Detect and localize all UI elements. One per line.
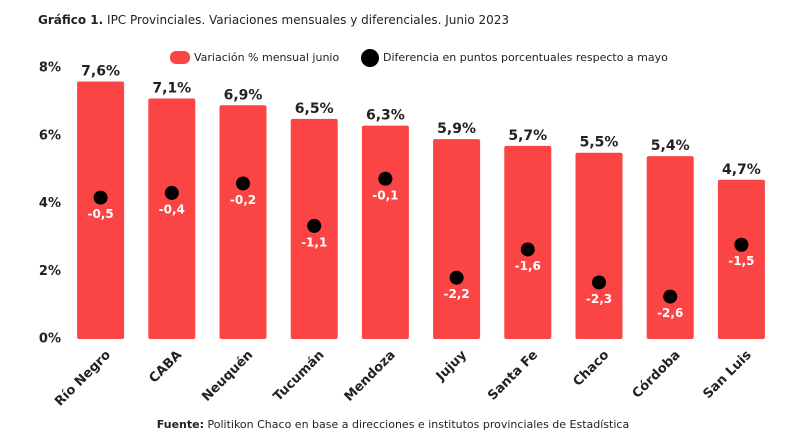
bar-value-label: 6,9% (224, 87, 263, 103)
bar (361, 125, 409, 340)
bar (77, 81, 125, 340)
x-tick-label: Neuquén (199, 348, 256, 405)
bar-value-label: 6,5% (295, 101, 334, 117)
source-text: Politikon Chaco en base a direcciones e … (208, 418, 630, 431)
title: Gráfico 1. IPC Provinciales. Variaciones… (38, 13, 509, 27)
dot (93, 190, 108, 205)
bar-value-label: 6,3% (366, 108, 405, 124)
x-tick-label: Río Negro (52, 348, 114, 410)
dot (307, 218, 322, 233)
title-text: IPC Provinciales. Variaciones mensuales … (107, 13, 509, 27)
bar-value-label: 5,7% (508, 128, 547, 144)
bar-value-label: 7,6% (81, 64, 120, 80)
y-tick-label: 8% (39, 61, 61, 76)
dot (236, 176, 250, 191)
source-label: Fuente: (157, 418, 204, 431)
source: Fuente: Politikon Chaco en base a direcc… (157, 418, 629, 431)
x-tick-label: Santa Fe (485, 348, 541, 404)
legend-label: Variación % mensual junio (194, 51, 339, 64)
dot-value-label: -0,4 (159, 202, 185, 216)
x-tick-label: San Luis (700, 348, 754, 402)
legend-swatch (170, 51, 190, 64)
bar-value-label: 5,5% (580, 135, 619, 151)
dot-value-label: -0,5 (87, 207, 113, 221)
dot-value-label: -2,3 (586, 292, 612, 306)
legend-label: Diferencia en puntos porcentuales respec… (383, 51, 668, 64)
legend-swatch (361, 49, 379, 67)
bar (148, 98, 196, 339)
y-tick-label: 2% (39, 264, 61, 279)
dot (164, 185, 179, 200)
x-tick-label: Jujuy (433, 347, 470, 384)
bar (646, 156, 694, 339)
dot-value-label: -1,6 (515, 259, 541, 273)
y-tick-label: 0% (39, 332, 61, 347)
dot-value-label: -1,1 (301, 235, 327, 249)
dot-value-label: -0,2 (230, 193, 256, 207)
dot-value-label: -0,1 (372, 188, 398, 202)
x-tick-label: Tucumán (271, 348, 328, 405)
dot (734, 237, 749, 252)
dot (592, 275, 606, 290)
bar (575, 152, 623, 339)
dot-value-label: -2,2 (443, 287, 469, 301)
bar-value-label: 4,7% (722, 162, 761, 178)
bar-value-label: 5,9% (437, 121, 476, 137)
dot (663, 289, 678, 304)
dot (449, 270, 464, 285)
dot (378, 171, 393, 186)
dot (520, 242, 535, 257)
x-tick-label: CABA (147, 348, 186, 387)
x-tick-label: Mendoza (342, 348, 399, 405)
bar (219, 105, 267, 339)
bar-value-label: 7,1% (152, 80, 191, 96)
dot-value-label: -2,6 (657, 306, 683, 320)
x-tick-label: Córdoba (630, 348, 684, 402)
bar (717, 179, 765, 339)
x-tick-label: Chaco (570, 348, 612, 390)
bar-value-label: 5,4% (651, 138, 690, 154)
y-tick-label: 4% (39, 196, 61, 211)
dot-value-label: -1,5 (728, 254, 754, 268)
title-label: Gráfico 1. (38, 13, 103, 27)
bar (433, 139, 481, 339)
y-tick-label: 6% (39, 128, 61, 143)
